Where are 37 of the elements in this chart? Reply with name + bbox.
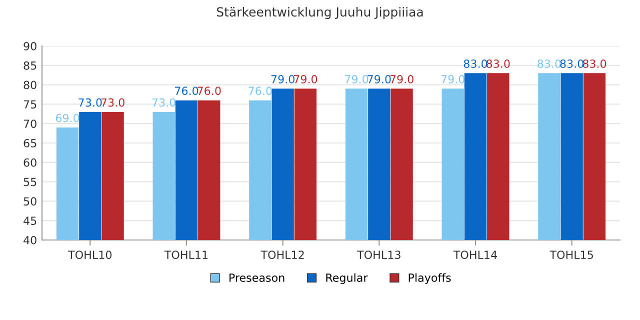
data-label: 83.0 (538, 60, 561, 68)
y-tick-label: 85 (24, 61, 36, 70)
data-label: 79.0 (271, 75, 294, 84)
y-tick-label: 80 (24, 80, 36, 90)
data-label: 73.0 (152, 98, 176, 107)
legend-label: Preseason (230, 274, 284, 282)
y-tick-label: 90 (24, 42, 36, 50)
data-label: 79.0 (390, 75, 414, 84)
legend-label: Regular (326, 273, 368, 284)
data-label: 83.0 (582, 60, 606, 68)
data-label: 73.0 (78, 98, 102, 107)
x-tick-label: TOHL13 (357, 250, 400, 260)
data-label: 79.0 (441, 75, 464, 84)
y-tick-label: 70 (24, 120, 36, 128)
y-tick-label: 65 (24, 138, 36, 148)
y-tick-label: 55 (24, 178, 36, 186)
data-label: 79.0 (294, 75, 318, 84)
data-label: 83.0 (486, 60, 510, 68)
y-tick-label: 75 (24, 100, 36, 109)
data-label: 79.0 (345, 75, 368, 84)
data-label: 73.0 (101, 98, 124, 107)
x-tick-label: TOHL10 (68, 250, 112, 260)
x-tick-label: TOHL11 (164, 250, 208, 260)
data-label: 76.0 (175, 86, 198, 96)
legend-label: Playoffs (408, 273, 451, 284)
y-tick-label: 40 (24, 236, 36, 244)
data-label: 79.0 (368, 75, 391, 84)
y-tick-label: 60 (24, 158, 36, 167)
chart-title: Stärkeentwicklung Juuhu Jippiiiaa (216, 6, 423, 20)
data-label: 83.0 (464, 60, 488, 68)
x-tick-label: TOHL12 (260, 250, 304, 260)
data-label: 76.0 (198, 86, 221, 96)
y-tick-label: 45 (24, 216, 36, 225)
x-tick-label: TOHL15 (550, 250, 593, 260)
y-tick-label: 50 (24, 197, 36, 206)
data-label: 83.0 (560, 60, 584, 68)
x-tick-label: TOHL14 (453, 250, 497, 260)
